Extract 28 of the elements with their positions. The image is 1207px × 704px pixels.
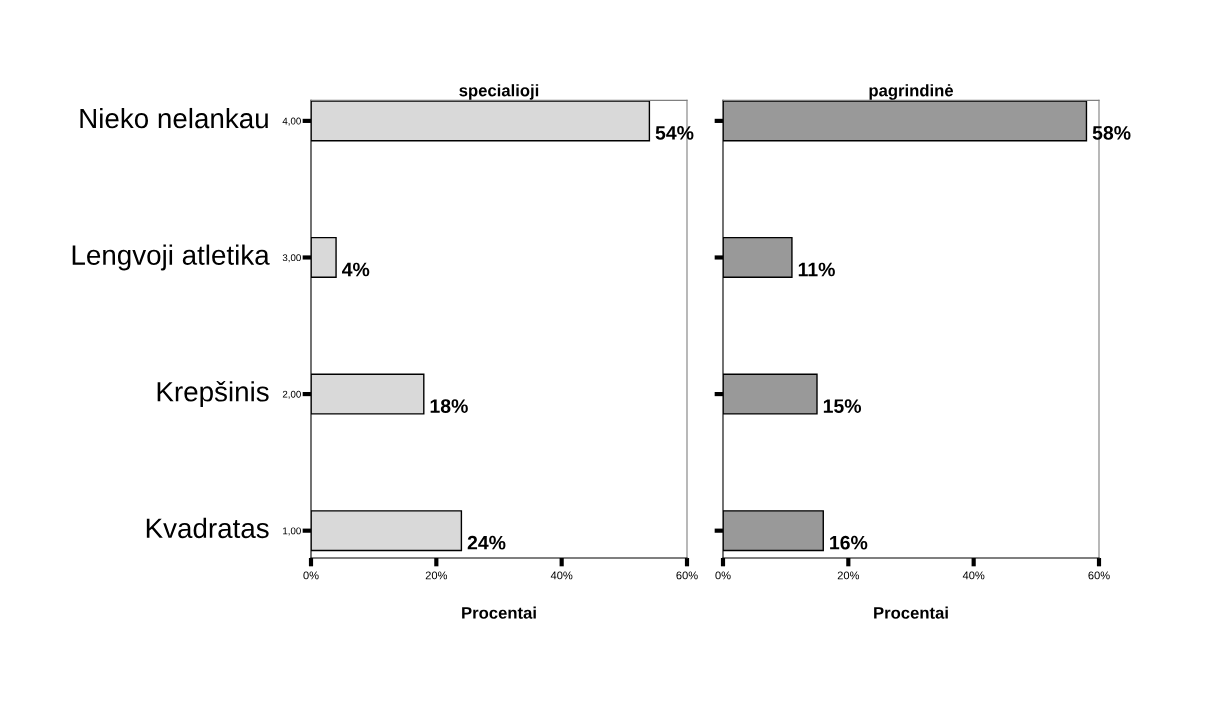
text: 2,00 <box>282 390 301 399</box>
data-label: 54% <box>655 126 694 140</box>
y-tick-label: Lengvoji atletika <box>72 244 270 271</box>
chart-title: pagrindinė <box>869 84 954 100</box>
text: 4,00 <box>282 117 301 126</box>
text: 1,00 <box>283 527 301 536</box>
data-label: 4% <box>342 262 370 277</box>
x-tick-label: 40% <box>550 571 573 580</box>
data-label: 16% <box>830 535 868 550</box>
chart-title: specialioji <box>459 84 539 100</box>
x-tick-label: 60% <box>1088 571 1110 580</box>
y-tick-label: Nieko nelankau <box>80 107 268 129</box>
data-label: 58% <box>1092 125 1131 140</box>
y-tick-label: Kvadratas <box>146 517 269 539</box>
y-tick-label: Krepšinis <box>157 381 269 408</box>
data-label: 15% <box>823 399 862 413</box>
text: 3,00 <box>282 254 301 263</box>
data-label: 24% <box>467 535 506 550</box>
data-label: 11% <box>798 262 835 277</box>
x-tick-label: 20% <box>837 571 860 580</box>
x-axis-title: Procentai <box>462 606 536 619</box>
x-tick-label: 0% <box>715 571 731 580</box>
x-tick-label: 40% <box>962 571 985 580</box>
data-label: 18% <box>430 399 468 413</box>
x-tick-label: 60% <box>676 571 698 580</box>
x-tick-label: 20% <box>425 571 448 580</box>
x-axis-title: Procentai <box>874 606 948 619</box>
x-tick-label: 0% <box>303 571 319 580</box>
